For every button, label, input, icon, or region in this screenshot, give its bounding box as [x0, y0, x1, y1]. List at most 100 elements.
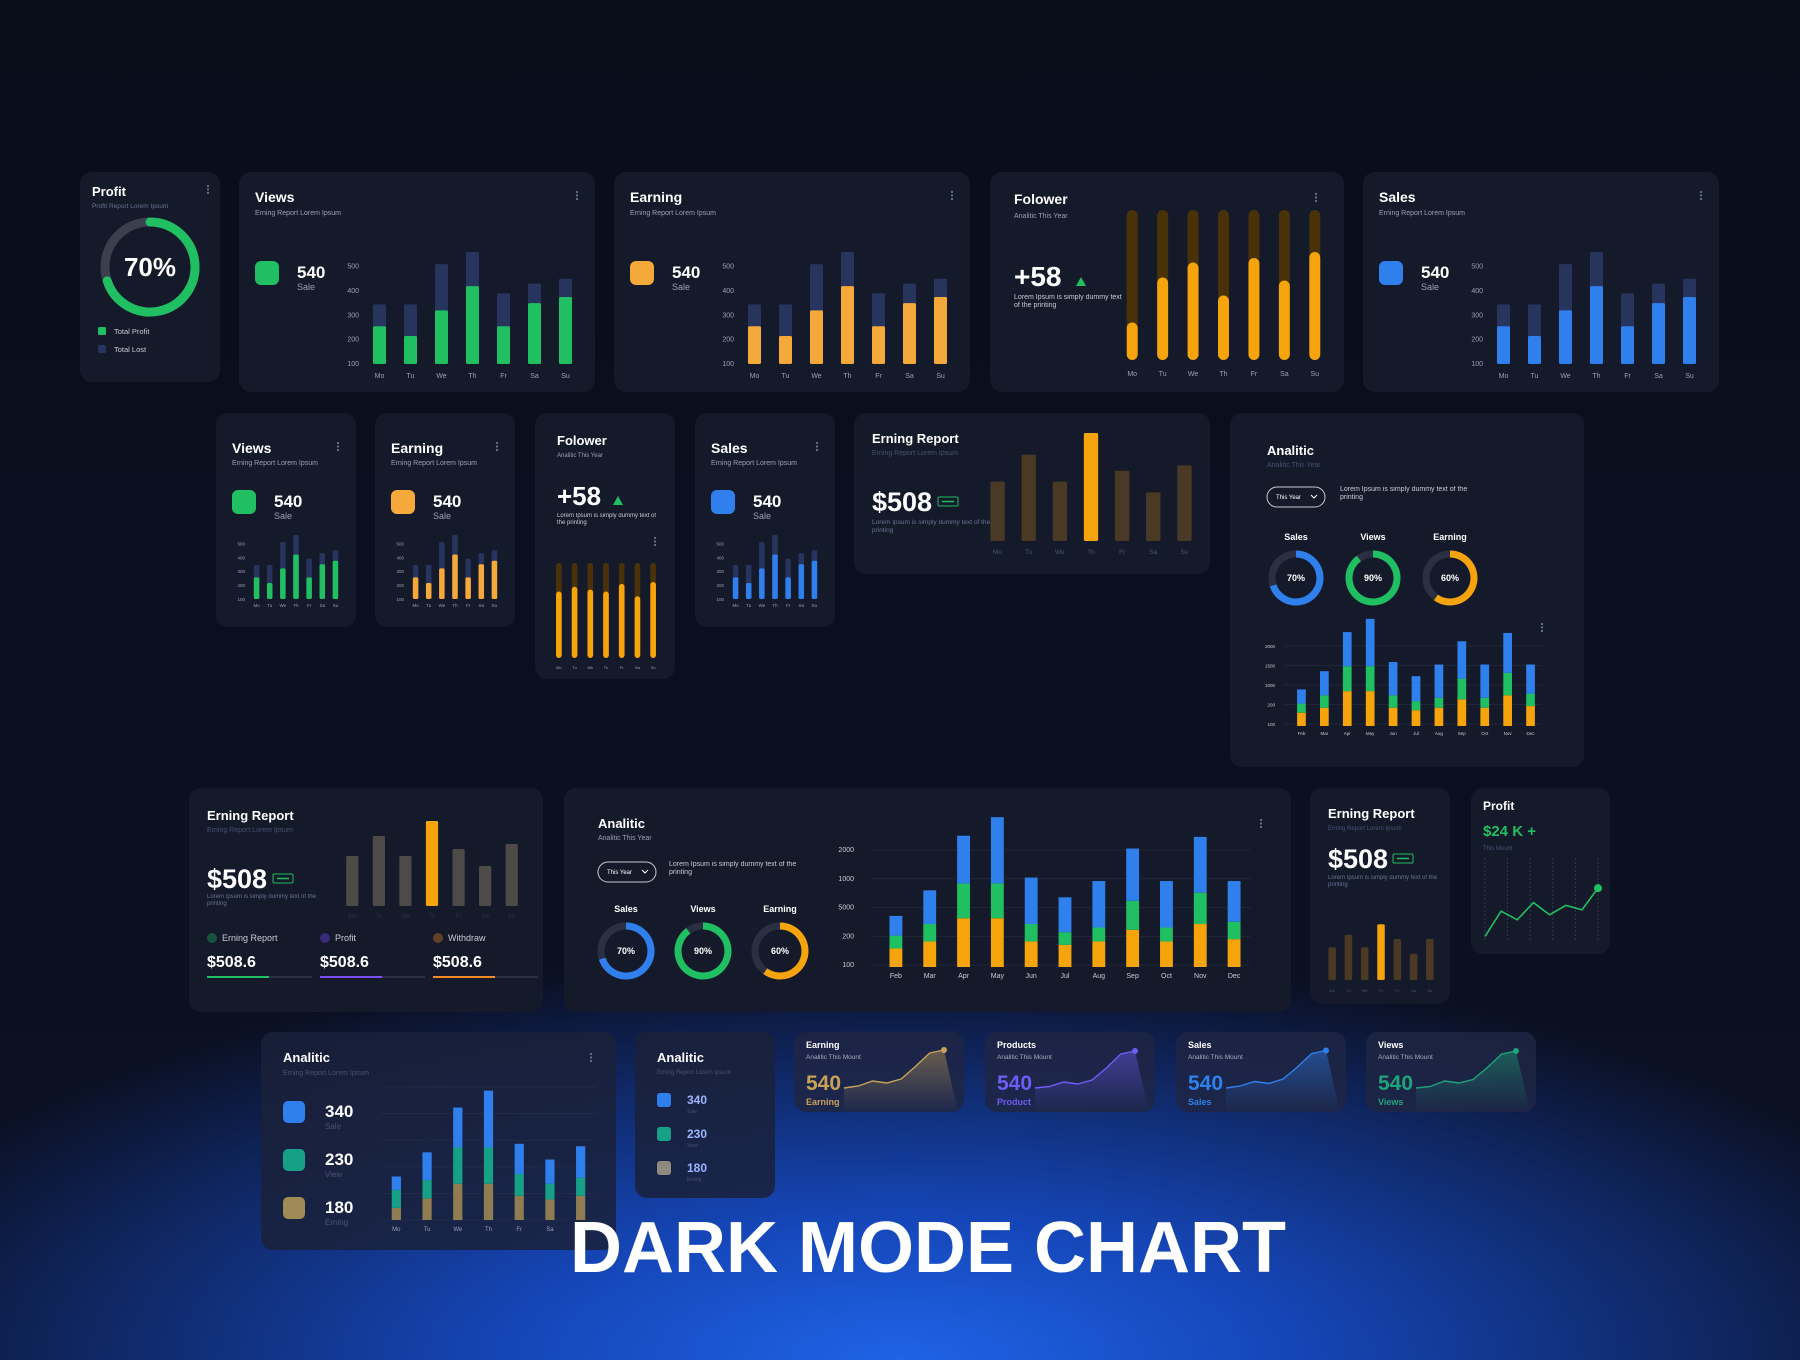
bar [571, 586, 578, 658]
x-tick-label: Fr [500, 373, 507, 380]
bar [1157, 277, 1169, 360]
card-subtitle: Erning Report Lorem Ipsum [207, 827, 293, 834]
bar-segment [453, 1147, 463, 1184]
bar [478, 564, 485, 599]
bar-segment [483, 1090, 494, 1148]
y-tick-label: 300 [722, 312, 734, 319]
bar [1589, 286, 1604, 364]
bar-segment [1193, 892, 1207, 925]
ring-value [674, 922, 732, 980]
x-tick-label: We [759, 603, 766, 608]
item-label: View [687, 1143, 698, 1149]
page-title: DARK MODE CHART [570, 1208, 1286, 1288]
bar-segment [514, 1195, 524, 1220]
menu-dot [206, 191, 210, 195]
y-tick-label: 500 [1471, 264, 1483, 271]
menu-dot [575, 190, 579, 194]
x-tick-label: Fr [1624, 373, 1631, 380]
card-title: Sales [711, 440, 748, 456]
menu-dot [336, 448, 340, 452]
bar-segment [514, 1143, 524, 1175]
bar [650, 582, 656, 658]
stat-label: Sale [274, 511, 292, 521]
x-tick-label: Th [1219, 371, 1227, 378]
x-tick-label: We [1055, 549, 1065, 556]
bar [346, 856, 359, 906]
area-fill [844, 1050, 958, 1112]
y-tick-label: 200 [722, 337, 734, 344]
end-dot [941, 1047, 947, 1053]
ring-label: 60% [1441, 573, 1459, 583]
end-dot [1132, 1048, 1138, 1054]
bar [1328, 947, 1336, 980]
stat-value: 540 [753, 492, 781, 511]
x-tick-label: Mo [556, 665, 562, 670]
y-tick-label: 500 [722, 264, 734, 271]
x-tick-label: Th [604, 665, 609, 670]
y-tick-label: 100 [347, 361, 359, 368]
stat-value: $508 [872, 487, 932, 517]
card-title: Profit [1483, 799, 1514, 813]
bar-segment [1320, 707, 1329, 726]
y-tick-label: 1500 [1265, 664, 1276, 669]
menu-dot [1314, 199, 1318, 203]
y-tick-label: 500 [237, 541, 245, 546]
ring-value [763, 922, 809, 980]
bar [465, 577, 471, 599]
x-tick-label: Mo [1499, 373, 1509, 380]
area-fill [1226, 1050, 1340, 1112]
bar-segment [957, 835, 970, 884]
card-title: Folower [557, 433, 607, 448]
bar [618, 583, 625, 658]
card-subtitle: This Mount [1483, 846, 1513, 852]
card-subtitle: Profit Report Lorem Ipsum [92, 203, 168, 210]
bar [587, 589, 594, 658]
card-subtitle: Erning Report Lorem Ipsum [630, 210, 716, 217]
y-tick-label: 200 [716, 583, 724, 588]
stat-value: 540 [297, 263, 325, 282]
y-tick-label: 300 [347, 312, 359, 319]
ring-name: Sales [614, 904, 638, 914]
badge [272, 873, 294, 884]
x-tick-label: Sa [1149, 549, 1157, 556]
stat-label: Earning [806, 1097, 840, 1107]
bar [778, 336, 793, 364]
card-title: Erning Report [872, 431, 959, 446]
item-label: Erning [325, 1218, 348, 1227]
x-tick-label: Tu [1159, 371, 1167, 378]
card-title: Views [1378, 1040, 1403, 1050]
bar [603, 591, 609, 658]
menu-dot [1259, 818, 1263, 822]
menu-dot [1699, 190, 1703, 194]
bar-segment [1526, 664, 1535, 694]
bar-segment [1388, 707, 1398, 726]
y-tick-label: 100 [237, 597, 245, 602]
bar [1496, 326, 1511, 364]
bar-segment [1342, 666, 1352, 692]
stat-icon [207, 933, 217, 943]
bar-segment [391, 1207, 401, 1220]
card [189, 788, 543, 1012]
text-box: Lorem Ipsum is simply dummy text of the … [207, 894, 316, 907]
x-tick-label: Su [333, 603, 339, 608]
card-title: Products [997, 1040, 1036, 1050]
ring-label: 70% [1287, 573, 1305, 583]
bar [1426, 939, 1434, 980]
x-tick-label: We [587, 665, 594, 670]
menu-dot [1540, 622, 1544, 626]
description: Lorem Ipsum is simply dummy text of the … [872, 519, 991, 534]
menu-dot [1540, 626, 1544, 629]
x-tick-label: Su [1427, 988, 1432, 993]
text-box: Lorem Ipsum is simply dummy text of the … [872, 519, 991, 534]
card-title: Earning [391, 440, 443, 456]
card-subtitle: Analitic This Mount [806, 1054, 861, 1061]
menu-dot [1259, 822, 1263, 825]
card-title: Analitic [283, 1050, 330, 1065]
bar [452, 554, 458, 599]
legend-swatch [98, 345, 106, 353]
y-tick-label: 100 [722, 361, 734, 368]
bar [745, 583, 752, 599]
bar [759, 568, 765, 599]
bar-segment [1320, 695, 1329, 708]
